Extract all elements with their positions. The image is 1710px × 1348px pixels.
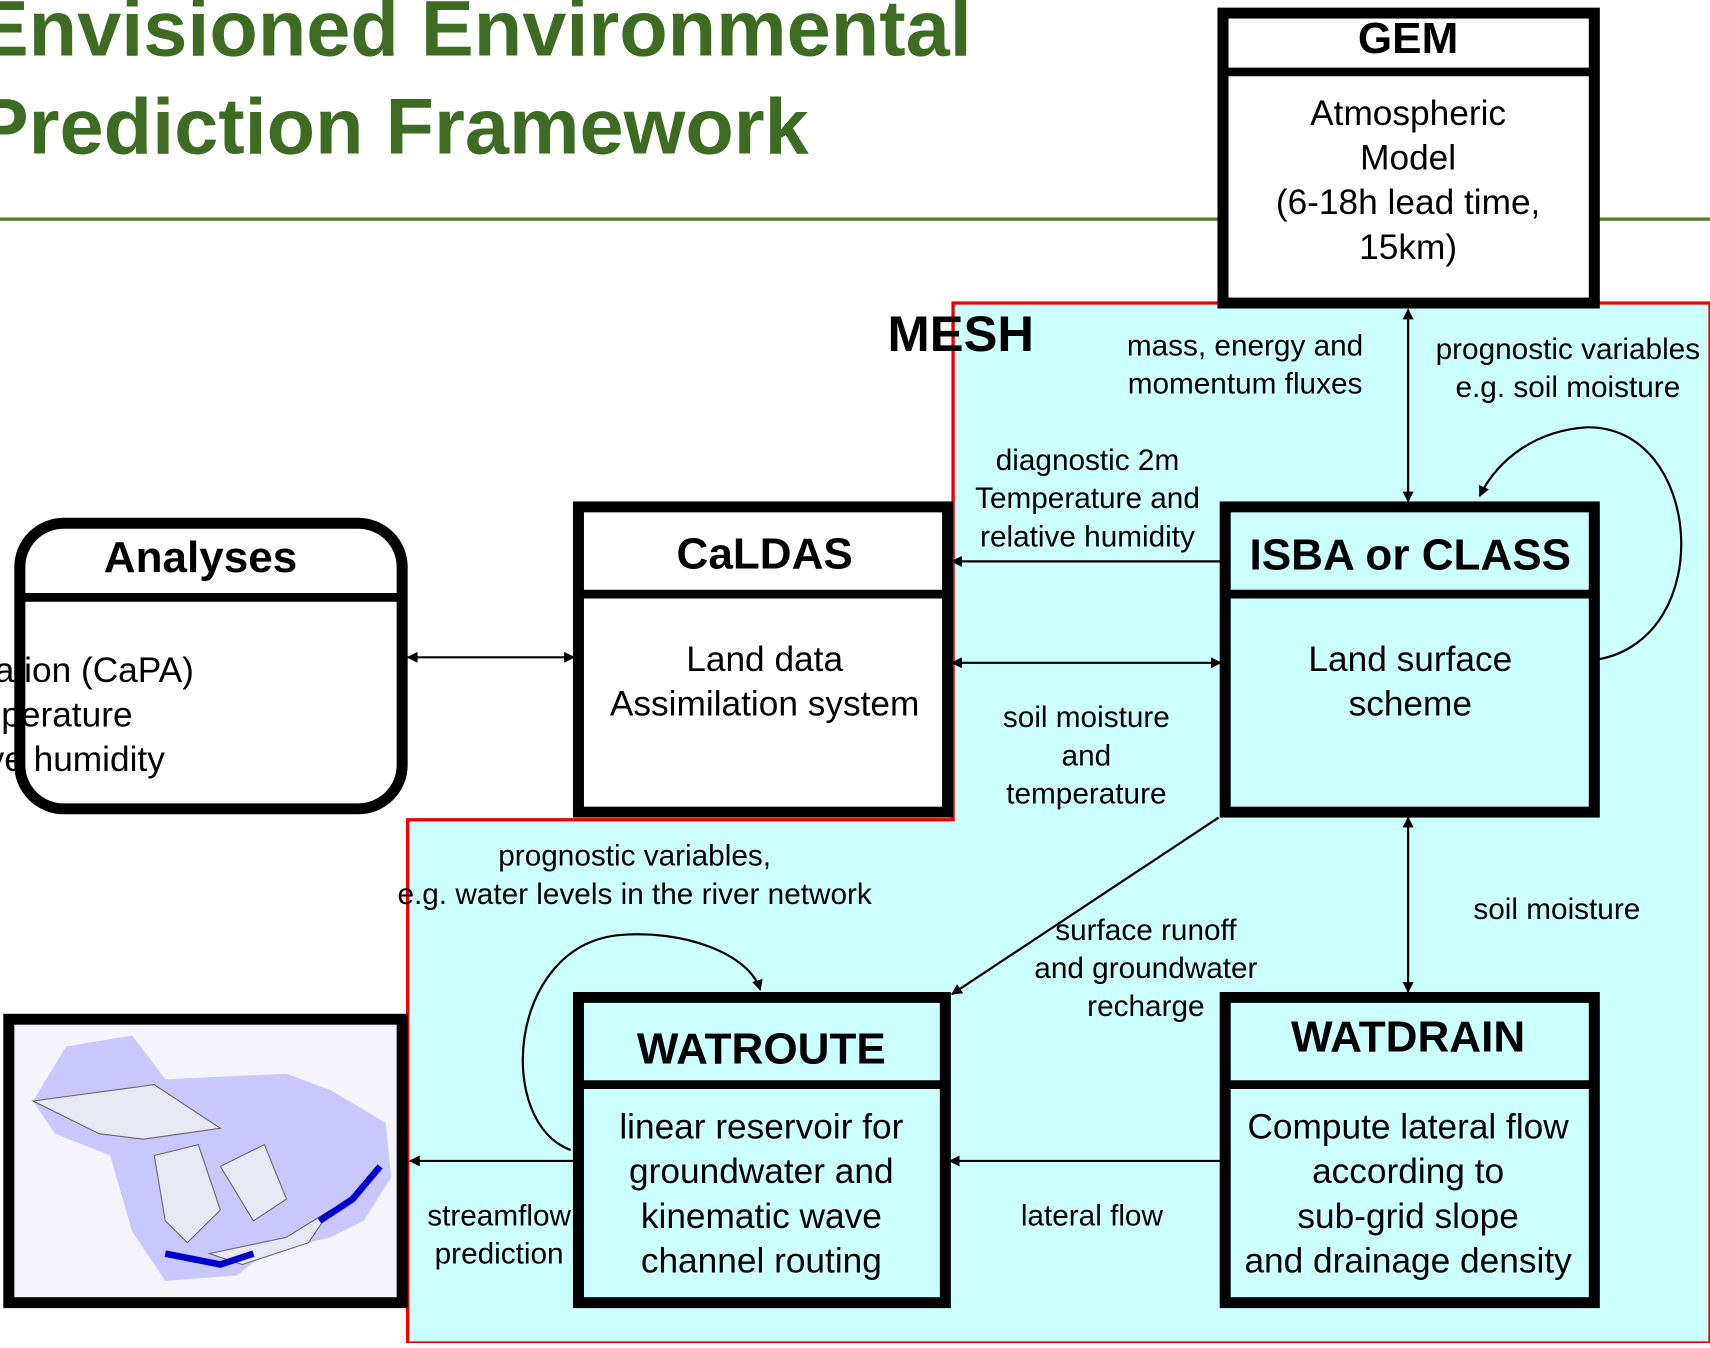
node-text: • relative humidity	[0, 740, 165, 779]
edge-label: diagnostic 2m	[996, 444, 1179, 477]
edge-label: prediction	[435, 1238, 564, 1271]
arrow	[951, 816, 1220, 996]
gem-box	[1217, 7, 1600, 309]
node-text: Compute lateral flow	[1247, 1108, 1569, 1147]
node-text: • temperature	[0, 696, 133, 735]
node-text: and drainage density	[1244, 1242, 1572, 1281]
edge-label: and groundwater	[1034, 952, 1257, 985]
edge-label: surface runoff	[1055, 914, 1237, 947]
node-header: ISBA or CLASS	[1250, 531, 1572, 580]
node-header: Analyses	[104, 533, 298, 582]
watdrain-box	[1219, 991, 1600, 1309]
watroute-box	[572, 991, 951, 1309]
mesh-label: MESH	[888, 305, 1034, 362]
node-text: kinematic wave	[641, 1197, 882, 1236]
edge-label: lateral flow	[1021, 1200, 1164, 1233]
edge-label: streamflow	[427, 1200, 571, 1233]
node-text: according to	[1312, 1152, 1504, 1191]
edge-label: soil moisture	[1003, 701, 1170, 734]
loop-arrow	[521, 933, 763, 1152]
edge-label: soil moisture	[1473, 893, 1640, 926]
node-text: Land data	[686, 640, 843, 679]
title-line: Envisioned Environmental	[0, 0, 972, 73]
map	[3, 1013, 408, 1309]
edge-label: e.g. water levels in the river network	[397, 878, 872, 911]
edge-label: and	[1062, 740, 1112, 773]
node-header: GEM	[1358, 14, 1458, 63]
caldas-box	[572, 501, 954, 818]
node-text: groundwater and	[629, 1152, 894, 1191]
node-text: (6-18h lead time,	[1276, 183, 1541, 222]
edge-label: momentum fluxes	[1128, 368, 1363, 401]
node-text: Model	[1360, 139, 1456, 178]
node-text: • precipitation (CaPA)	[0, 651, 194, 690]
edge-label: prognostic variables,	[498, 840, 771, 873]
edge-label: prognostic variables	[1436, 333, 1700, 366]
node-header: WATROUTE	[637, 1025, 886, 1074]
node-text: scheme	[1349, 685, 1472, 724]
map-flow	[164, 1164, 383, 1268]
edge-label: mass, energy and	[1127, 330, 1363, 363]
node-text: Land surface	[1308, 640, 1512, 679]
edge-label: relative humidity	[980, 520, 1195, 553]
node-text: Atmospheric	[1310, 94, 1506, 133]
node-text: channel routing	[641, 1242, 882, 1281]
title-line: Prediction Framework	[0, 83, 809, 171]
lakes	[31, 1084, 331, 1266]
isba-box	[1219, 501, 1600, 818]
node-header: WATDRAIN	[1291, 1013, 1525, 1062]
node-text: 15km)	[1359, 228, 1457, 267]
edge-label: temperature	[1006, 778, 1166, 811]
node-header: CaLDAS	[677, 530, 853, 579]
edge-label: Temperature and	[975, 482, 1200, 515]
node-text: Assimilation system	[610, 685, 919, 724]
edge-label: e.g. soil moisture	[1455, 371, 1680, 404]
loop-arrow	[1478, 426, 1683, 661]
edge-label: recharge	[1087, 990, 1204, 1023]
node-text: sub-grid slope	[1297, 1197, 1518, 1236]
node-text: linear reservoir for	[619, 1108, 903, 1147]
